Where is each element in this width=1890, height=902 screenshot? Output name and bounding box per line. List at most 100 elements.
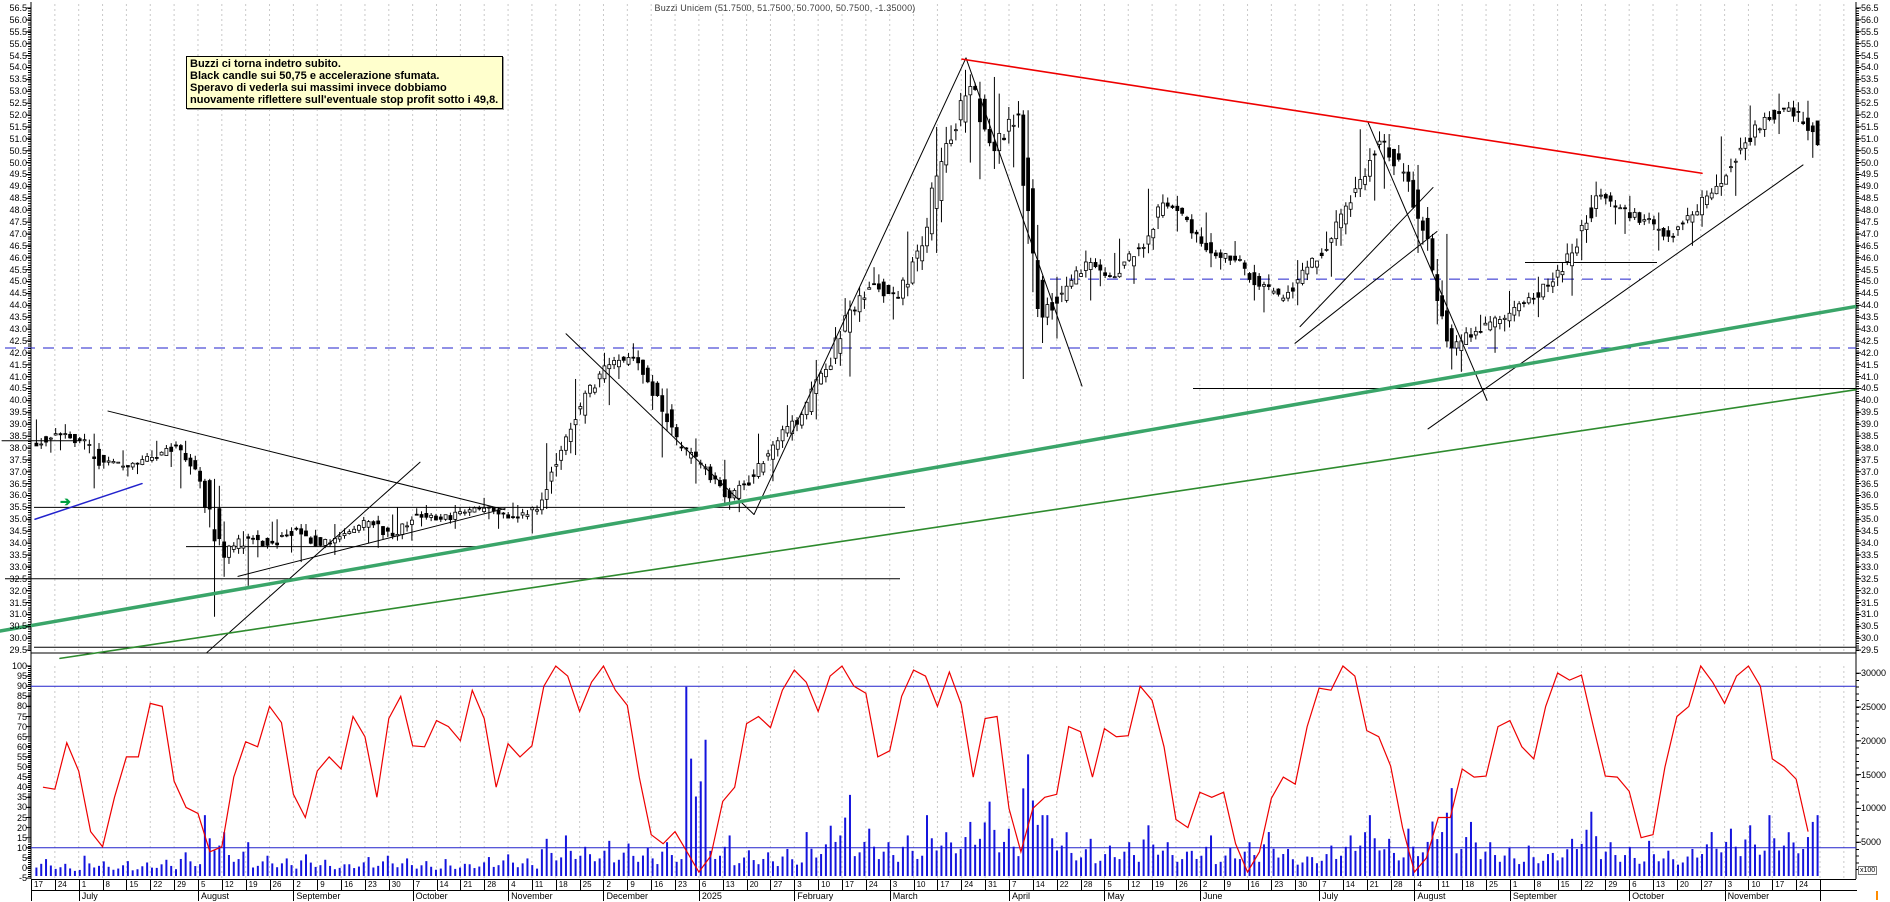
date-week-label: 5 <box>1104 880 1129 891</box>
trendlines-layer[interactable] <box>0 57 1858 660</box>
axis-label: 45.0 <box>1861 276 1879 287</box>
axis-label: 51.5 <box>1861 121 1879 132</box>
axis-label: 42.0 <box>1861 347 1879 358</box>
axis-label: 29.5 <box>1861 645 1879 656</box>
axis-label: 52.5 <box>9 98 27 109</box>
date-week-label: 10 <box>1748 880 1773 891</box>
axis-label: 45.0 <box>9 276 27 287</box>
date-week-label: 23 <box>675 880 699 891</box>
axis-label: 54.5 <box>9 50 27 61</box>
axis-label: 50.0 <box>1861 157 1879 168</box>
annotation-note[interactable]: Buzzi ci torna indetro subito. Black can… <box>186 56 504 109</box>
axis-label: 44.0 <box>9 300 27 311</box>
date-week-label: 26 <box>1175 880 1200 891</box>
date-week-label: 31 <box>985 880 1009 891</box>
axis-label: 44.5 <box>9 288 27 299</box>
axis-label: 52.5 <box>1861 98 1879 109</box>
axis-label: 48.5 <box>1861 193 1879 204</box>
date-axis[interactable]: 17 24 1 8 15 22 29 5 12 19 26 2 9 16 23 30 7 14 21 28 4 11 18 2… <box>31 879 1857 902</box>
date-week-label: 9 <box>627 880 652 891</box>
axis-label: 38.0 <box>1861 442 1879 453</box>
date-week-label: 22 <box>1056 880 1081 891</box>
date-week-label: 3 <box>794 880 819 891</box>
date-week-label: 14 <box>1032 880 1057 891</box>
axis-label: 36.5 <box>1861 478 1879 489</box>
chart-title: Buzzi Unicem (51.7500, 51.7500, 50.7000,… <box>654 3 916 13</box>
date-week-label: 6 <box>1629 880 1654 891</box>
date-week-label: 18 <box>555 880 580 891</box>
date-week-label: 7 <box>1319 880 1343 891</box>
date-week-label: 27 <box>1700 880 1725 891</box>
axis-label: 65 <box>16 731 27 742</box>
axis-label: 56.0 <box>9 14 27 25</box>
axis-label: 31.5 <box>1861 597 1879 608</box>
date-week-label: 27 <box>770 880 795 891</box>
date-week-label: 11 <box>531 880 556 891</box>
candlestick-series[interactable] <box>34 69 1820 617</box>
date-week-label: 20 <box>1676 880 1701 891</box>
axis-label: 29.5 <box>9 645 27 656</box>
axis-label: 37.5 <box>9 454 27 465</box>
axis-label: 53.5 <box>1861 74 1879 85</box>
date-week-label: 16 <box>651 880 676 891</box>
axis-label: 80 <box>16 701 27 712</box>
date-week-label: 28 <box>1390 880 1415 891</box>
date-week-label: 26 <box>269 880 294 891</box>
axis-label: 36.0 <box>1861 490 1879 501</box>
date-week-label: 9 <box>1223 880 1248 891</box>
axis-label: 55.0 <box>1861 38 1879 49</box>
axis-label: 41.0 <box>9 371 27 382</box>
axis-label: 43.0 <box>9 324 27 335</box>
volume-axis-minor-ticks <box>1856 673 1859 876</box>
price-axis-minor-ticks-left <box>28 8 31 651</box>
axis-label: 0 <box>21 863 27 873</box>
axis-label: 10 <box>16 842 27 853</box>
buy-arrow-icon: ➔ <box>60 493 71 509</box>
axis-label: 31.5 <box>9 597 27 608</box>
axis-label: 52.0 <box>9 110 27 120</box>
date-month-label: 2025 <box>698 891 794 901</box>
volume-unit-label: x100 <box>1858 866 1878 875</box>
date-month-label <box>31 891 79 901</box>
axis-label: 15 <box>16 832 27 843</box>
axis-label: 20 <box>16 822 27 833</box>
axis-label: 51.0 <box>9 133 27 144</box>
date-month-label: July <box>78 891 198 901</box>
axis-label: 39.5 <box>1861 407 1879 418</box>
axis-label: 25000 <box>1861 702 1887 712</box>
date-week-label: 2 <box>293 880 318 891</box>
date-week-label: 17 <box>31 880 55 891</box>
axis-label: 45.5 <box>9 264 27 275</box>
date-week-label: 23 <box>364 880 389 891</box>
date-week-label: 30 <box>388 880 413 891</box>
axis-label: 43.0 <box>1861 324 1879 335</box>
axis-label: 47.5 <box>1861 217 1879 228</box>
axis-label: 55 <box>16 751 27 762</box>
date-week-label: 15 <box>1557 880 1582 891</box>
date-week-label: 16 <box>1247 880 1272 891</box>
axis-label: 30.0 <box>1861 633 1879 644</box>
date-week-label: 5 <box>197 880 222 891</box>
axis-label: 56.0 <box>1861 14 1879 25</box>
axis-label: 30.0 <box>9 633 27 644</box>
date-week-label: 21 <box>1366 880 1391 891</box>
axis-label: 32.0 <box>9 585 27 596</box>
date-week-label: 20 <box>746 880 771 891</box>
date-month-label: March <box>889 891 1009 901</box>
axis-label: 38.5 <box>1861 431 1879 442</box>
axis-label: 95 <box>16 671 27 682</box>
axis-label: 35.5 <box>1861 502 1879 513</box>
date-week-label: 2 <box>1199 880 1224 891</box>
watermark-tick <box>1876 891 1878 900</box>
axis-label: 54.5 <box>1861 50 1879 61</box>
axis-label: 48.0 <box>1861 205 1879 216</box>
axis-label: 48.0 <box>9 205 27 216</box>
indicator-panel-layer[interactable] <box>31 664 1856 876</box>
date-week-label: 22 <box>150 880 175 891</box>
date-month-label: November <box>508 891 603 901</box>
axis-label: 54.0 <box>1861 62 1879 73</box>
date-week-label: 17 <box>937 880 962 891</box>
axis-label: 32.5 <box>1861 573 1879 584</box>
